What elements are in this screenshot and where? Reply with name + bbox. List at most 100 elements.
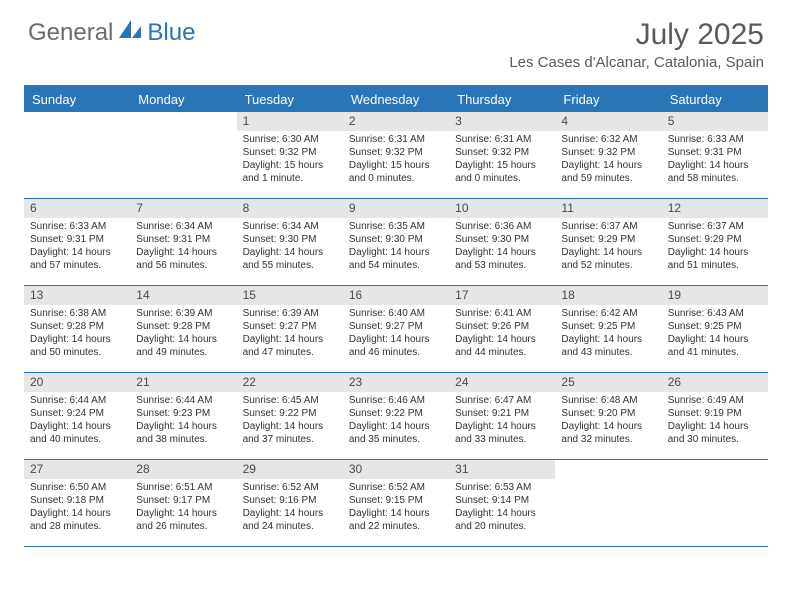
sunrise-line: Sunrise: 6:34 AM [243, 221, 337, 234]
weekday-header: SundayMondayTuesdayWednesdayThursdayFrid… [24, 87, 768, 112]
day-cell: 11Sunrise: 6:37 AMSunset: 9:29 PMDayligh… [555, 199, 661, 285]
daylight-line: Daylight: 14 hours and 33 minutes. [455, 421, 549, 447]
day-cell: 29Sunrise: 6:52 AMSunset: 9:16 PMDayligh… [237, 460, 343, 546]
daylight-line: Daylight: 14 hours and 24 minutes. [243, 508, 337, 534]
daylight-line: Daylight: 14 hours and 37 minutes. [243, 421, 337, 447]
day-cell: 24Sunrise: 6:47 AMSunset: 9:21 PMDayligh… [449, 373, 555, 459]
day-cell: 31Sunrise: 6:53 AMSunset: 9:14 PMDayligh… [449, 460, 555, 546]
sunset-line: Sunset: 9:31 PM [136, 234, 230, 247]
day-details: Sunrise: 6:39 AMSunset: 9:28 PMDaylight:… [130, 305, 236, 363]
sunrise-line: Sunrise: 6:33 AM [30, 221, 124, 234]
day-details: Sunrise: 6:39 AMSunset: 9:27 PMDaylight:… [237, 305, 343, 363]
location: Les Cases d'Alcanar, Catalonia, Spain [509, 54, 764, 71]
sunrise-line: Sunrise: 6:39 AM [243, 308, 337, 321]
daylight-line: Daylight: 14 hours and 43 minutes. [561, 334, 655, 360]
daylight-line: Daylight: 15 hours and 0 minutes. [349, 160, 443, 186]
day-number: 12 [662, 199, 768, 218]
day-details: Sunrise: 6:43 AMSunset: 9:25 PMDaylight:… [662, 305, 768, 363]
sunset-line: Sunset: 9:30 PM [455, 234, 549, 247]
header: General Blue July 2025 Les Cases d'Alcan… [0, 0, 792, 77]
day-cell: 7Sunrise: 6:34 AMSunset: 9:31 PMDaylight… [130, 199, 236, 285]
week-row: 13Sunrise: 6:38 AMSunset: 9:28 PMDayligh… [24, 286, 768, 373]
daylight-line: Daylight: 14 hours and 35 minutes. [349, 421, 443, 447]
day-cell: 10Sunrise: 6:36 AMSunset: 9:30 PMDayligh… [449, 199, 555, 285]
logo: General Blue [28, 18, 195, 47]
sunrise-line: Sunrise: 6:37 AM [668, 221, 762, 234]
sunrise-line: Sunrise: 6:34 AM [136, 221, 230, 234]
day-number: 30 [343, 460, 449, 479]
day-cell: 23 Sunrise: 6:46 AMSunset: 9:22 PMDayligh… [343, 373, 449, 459]
day-cell: 19Sunrise: 6:43 AMSunset: 9:25 PMDayligh… [662, 286, 768, 372]
sunrise-line: Sunrise: 6:43 AM [668, 308, 762, 321]
day-cell: 13Sunrise: 6:38 AMSunset: 9:28 PMDayligh… [24, 286, 130, 372]
logo-sail-icon [117, 18, 143, 47]
weekday-sunday: Sunday [24, 87, 130, 112]
sunrise-line: Sunrise: 6:38 AM [30, 308, 124, 321]
sunset-line: Sunset: 9:31 PM [668, 147, 762, 160]
daylight-line: Daylight: 14 hours and 26 minutes. [136, 508, 230, 534]
sunrise-line: Sunrise: 6:44 AM [30, 395, 124, 408]
sunset-line: Sunset: 9:18 PM [30, 495, 124, 508]
daylight-line: Daylight: 14 hours and 53 minutes. [455, 247, 549, 273]
daylight-line: Daylight: 14 hours and 47 minutes. [243, 334, 337, 360]
day-number: 23 [343, 373, 449, 392]
daylight-line: Daylight: 14 hours and 54 minutes. [349, 247, 443, 273]
day-details: Sunrise: 6:52 AMSunset: 9:16 PMDaylight:… [237, 479, 343, 537]
sunrise-line: Sunrise: 6:30 AM [243, 134, 337, 147]
day-cell: 12Sunrise: 6:37 AMSunset: 9:29 PMDayligh… [662, 199, 768, 285]
day-number: 27 [24, 460, 130, 479]
day-cell: 20Sunrise: 6:44 AMSunset: 9:24 PMDayligh… [24, 373, 130, 459]
daylight-line: Daylight: 14 hours and 22 minutes. [349, 508, 443, 534]
sunrise-line: Sunrise: 6:31 AM [455, 134, 549, 147]
sunrise-line: Sunrise: 6:53 AM [455, 482, 549, 495]
day-details: Sunrise: 6:30 AMSunset: 9:32 PMDaylight:… [237, 131, 343, 189]
day-number: 20 [24, 373, 130, 392]
day-number: 18 [555, 286, 661, 305]
daylight-line: Daylight: 14 hours and 40 minutes. [30, 421, 124, 447]
day-number: 5 [662, 112, 768, 131]
sunrise-line: Sunrise: 6:39 AM [136, 308, 230, 321]
sunrise-line: Sunrise: 6:46 AM [349, 395, 443, 408]
empty-cell [130, 112, 236, 198]
sunset-line: Sunset: 9:15 PM [349, 495, 443, 508]
day-number: 19 [662, 286, 768, 305]
sunset-line: Sunset: 9:30 PM [243, 234, 337, 247]
daylight-line: Daylight: 15 hours and 1 minute. [243, 160, 337, 186]
daylight-line: Daylight: 14 hours and 44 minutes. [455, 334, 549, 360]
day-number: 7 [130, 199, 236, 218]
sunset-line: Sunset: 9:16 PM [243, 495, 337, 508]
sunset-line: Sunset: 9:19 PM [668, 408, 762, 421]
daylight-line: Daylight: 14 hours and 32 minutes. [561, 421, 655, 447]
sunset-line: Sunset: 9:28 PM [30, 321, 124, 334]
day-number: 2 [343, 112, 449, 131]
sunrise-line: Sunrise: 6:33 AM [668, 134, 762, 147]
day-cell: 1Sunrise: 6:30 AMSunset: 9:32 PMDaylight… [237, 112, 343, 198]
daylight-line: Daylight: 14 hours and 57 minutes. [30, 247, 124, 273]
sunset-line: Sunset: 9:27 PM [243, 321, 337, 334]
day-details: Sunrise: 6:38 AMSunset: 9:28 PMDaylight:… [24, 305, 130, 363]
day-details: Sunrise: 6:53 AMSunset: 9:14 PMDaylight:… [449, 479, 555, 537]
day-details: Sunrise: 6:37 AMSunset: 9:29 PMDaylight:… [662, 218, 768, 276]
day-details: Sunrise: 6:33 AMSunset: 9:31 PMDaylight:… [662, 131, 768, 189]
sunset-line: Sunset: 9:29 PM [668, 234, 762, 247]
sunrise-line: Sunrise: 6:44 AM [136, 395, 230, 408]
day-details: Sunrise: 6:33 AMSunset: 9:31 PMDaylight:… [24, 218, 130, 276]
week-row: 1Sunrise: 6:30 AMSunset: 9:32 PMDaylight… [24, 112, 768, 199]
day-details: Sunrise: 6:31 AMSunset: 9:32 PMDaylight:… [449, 131, 555, 189]
sunset-line: Sunset: 9:22 PM [349, 408, 443, 421]
day-details: Sunrise: 6:35 AMSunset: 9:30 PMDaylight:… [343, 218, 449, 276]
daylight-line: Daylight: 14 hours and 59 minutes. [561, 160, 655, 186]
day-cell: 2Sunrise: 6:31 AMSunset: 9:32 PMDaylight… [343, 112, 449, 198]
sunrise-line: Sunrise: 6:35 AM [349, 221, 443, 234]
sunset-line: Sunset: 9:26 PM [455, 321, 549, 334]
day-number: 14 [130, 286, 236, 305]
day-number: 17 [449, 286, 555, 305]
day-number: 9 [343, 199, 449, 218]
day-cell: 15Sunrise: 6:39 AMSunset: 9:27 PMDayligh… [237, 286, 343, 372]
day-details: Sunrise: 6:34 AMSunset: 9:31 PMDaylight:… [130, 218, 236, 276]
sunrise-line: Sunrise: 6:52 AM [243, 482, 337, 495]
day-number: 22 [237, 373, 343, 392]
day-number: 8 [237, 199, 343, 218]
sunrise-line: Sunrise: 6:51 AM [136, 482, 230, 495]
sunrise-line: Sunrise: 6:52 AM [349, 482, 443, 495]
